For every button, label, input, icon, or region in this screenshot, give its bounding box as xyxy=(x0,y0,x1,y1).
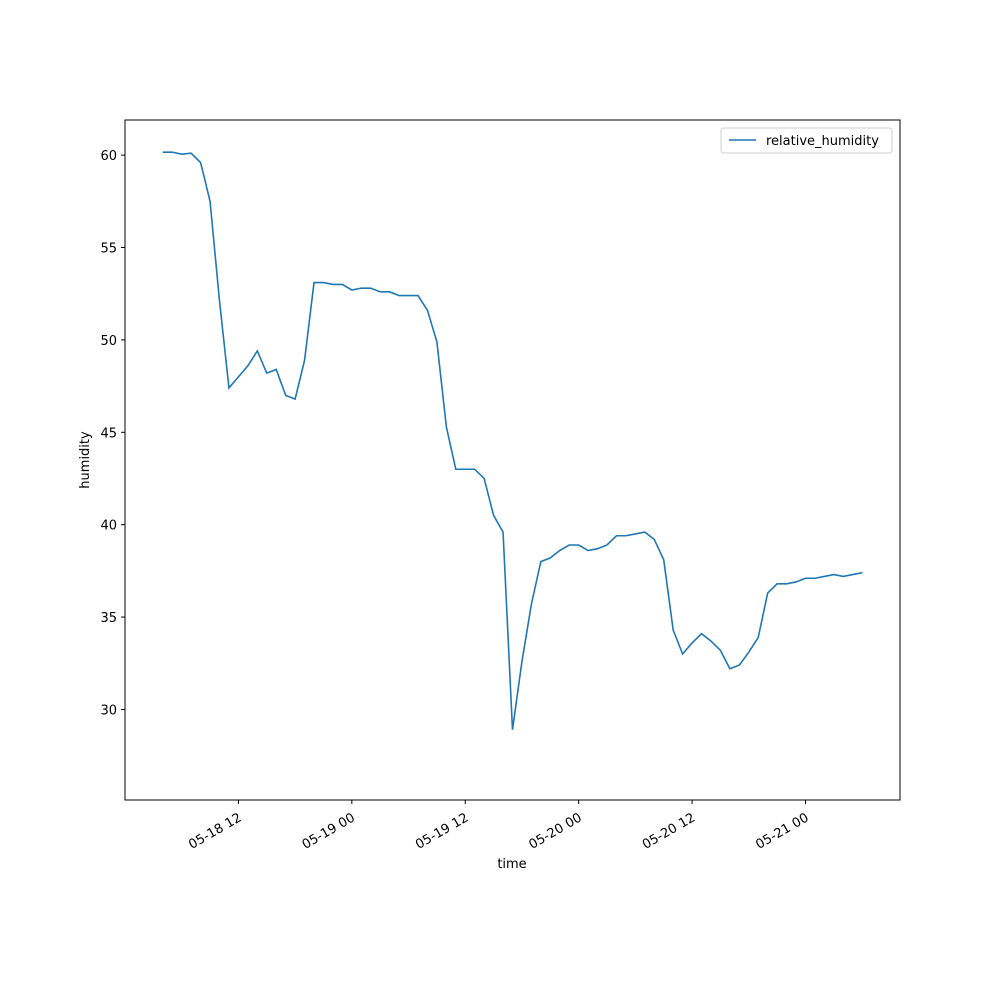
y-axis-label: humidity xyxy=(78,431,93,489)
x-axis-label: time xyxy=(497,857,526,872)
y-tick-label: 45 xyxy=(100,426,117,441)
y-tick-label: 35 xyxy=(100,611,117,626)
data-line xyxy=(162,151,863,730)
y-tick-label: 30 xyxy=(100,703,117,718)
y-tick-label: 40 xyxy=(100,519,117,534)
plot-frame xyxy=(124,119,901,801)
y-tick-label: 55 xyxy=(100,242,117,257)
legend-box xyxy=(720,127,893,154)
legend-label: relative_humidity xyxy=(766,134,879,149)
y-tick-label: 60 xyxy=(100,149,117,164)
y-tick-label: 50 xyxy=(100,334,117,349)
